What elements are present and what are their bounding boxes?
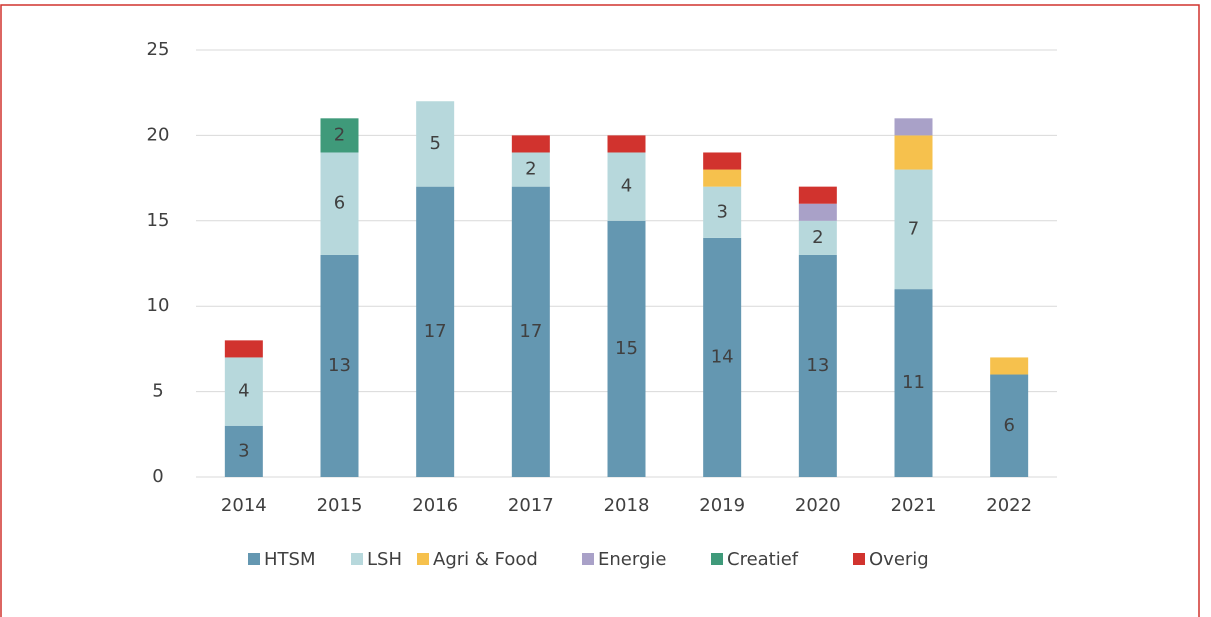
- data-label: 15: [615, 338, 638, 359]
- y-tick-label: 20: [147, 124, 170, 145]
- legend-label: Energie: [598, 549, 666, 570]
- data-label: 3: [238, 440, 249, 461]
- y-tick-label: 25: [147, 39, 170, 60]
- bar-segment: [511, 152, 550, 187]
- bar-segment: [607, 152, 646, 221]
- bar-segment: [703, 186, 742, 238]
- data-label: 11: [902, 372, 925, 393]
- bar-segment: [894, 289, 933, 477]
- data-label: 17: [424, 321, 447, 342]
- bar-segment: [320, 152, 359, 255]
- legend-swatch: [853, 553, 865, 565]
- x-tick-label: 2017: [508, 495, 554, 516]
- frame: [0, 4, 1200, 617]
- bar-segment: [798, 186, 837, 204]
- x-tick-label: 2018: [604, 495, 650, 516]
- data-label: 6: [334, 193, 345, 214]
- x-tick-label: 2014: [221, 495, 267, 516]
- data-label: 13: [806, 355, 829, 376]
- x-tick-label: 2020: [795, 495, 841, 516]
- data-label: 7: [908, 218, 919, 239]
- bar-segment: [798, 203, 837, 221]
- y-tick-label: 10: [147, 295, 170, 316]
- bar-segment: [607, 135, 646, 153]
- data-label: 2: [334, 124, 345, 145]
- bar-segment: [320, 254, 359, 477]
- bar-segment: [703, 152, 742, 170]
- data-label: 3: [716, 201, 727, 222]
- bar-segment: [224, 357, 263, 426]
- bar-segment: [320, 118, 359, 153]
- bar-segment: [511, 135, 550, 153]
- legend-swatch: [417, 553, 429, 565]
- bar-segment: [798, 220, 837, 255]
- x-tick-label: 2021: [891, 495, 937, 516]
- legend-swatch: [582, 553, 594, 565]
- bar-segment: [703, 237, 742, 477]
- x-tick-label: 2015: [317, 495, 363, 516]
- bar-segment: [224, 340, 263, 358]
- y-tick-label: 15: [147, 210, 170, 231]
- data-label: 5: [429, 133, 440, 154]
- legend-label: LSH: [367, 549, 402, 570]
- legend-swatch: [711, 553, 723, 565]
- data-label: 4: [621, 176, 632, 197]
- x-tick-label: 2022: [986, 495, 1032, 516]
- bar-segment: [416, 101, 455, 187]
- legend-swatch: [248, 553, 260, 565]
- data-label: 17: [519, 321, 542, 342]
- data-label: 2: [525, 159, 536, 180]
- legend-label: Agri & Food: [433, 549, 538, 570]
- legend-label: Creatief: [727, 549, 799, 570]
- bar-segment: [416, 186, 455, 477]
- data-label: 6: [1003, 415, 1014, 436]
- legend-swatch: [351, 553, 363, 565]
- y-tick-label: 5: [152, 381, 163, 402]
- x-tick-label: 2016: [412, 495, 458, 516]
- legend-label: HTSM: [264, 549, 316, 570]
- bar-segment: [798, 254, 837, 477]
- data-label: 4: [238, 381, 249, 402]
- bar-segment: [224, 425, 263, 477]
- bar-segment: [894, 135, 933, 170]
- data-label: 14: [711, 346, 734, 367]
- x-tick-label: 2019: [699, 495, 745, 516]
- bar-segment: [607, 220, 646, 478]
- bar-segment: [511, 186, 550, 477]
- y-tick-label: 0: [152, 466, 163, 487]
- bar-segment: [990, 357, 1029, 375]
- data-label: 13: [328, 355, 351, 376]
- bar-segment: [894, 169, 933, 290]
- bar-segment: [894, 118, 933, 136]
- bar-segment: [990, 374, 1029, 477]
- legend-label: Overig: [869, 549, 929, 570]
- bar-segment: [703, 169, 742, 187]
- data-label: 2: [812, 227, 823, 248]
